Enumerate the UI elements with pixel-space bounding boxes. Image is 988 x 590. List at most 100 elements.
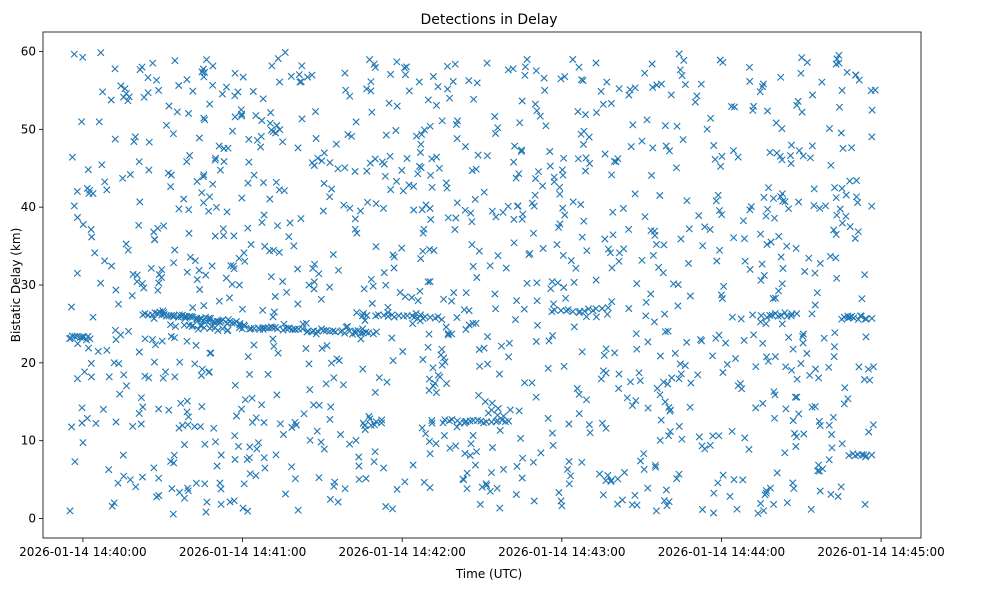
data-point <box>302 344 310 353</box>
data-point <box>558 166 566 174</box>
data-point <box>773 469 781 477</box>
data-point <box>132 483 140 491</box>
data-point <box>693 92 701 100</box>
data-point <box>816 487 824 495</box>
data-point <box>419 355 427 364</box>
data-point <box>628 401 637 410</box>
data-point <box>541 86 549 94</box>
data-point <box>665 147 674 155</box>
data-point <box>666 428 674 436</box>
data-point <box>219 225 227 233</box>
data-point <box>84 344 93 352</box>
data-point <box>252 112 260 120</box>
data-point <box>476 500 484 508</box>
data-point <box>418 424 426 432</box>
data-point <box>586 159 594 168</box>
data-point <box>432 389 440 397</box>
data-point <box>392 177 401 185</box>
data-point <box>103 186 111 194</box>
scatter-points <box>66 48 879 518</box>
data-point <box>687 379 695 387</box>
data-point <box>158 311 166 319</box>
data-point <box>487 469 496 477</box>
data-point <box>480 344 488 352</box>
data-point <box>626 378 635 386</box>
data-point <box>211 438 220 446</box>
data-point <box>442 179 450 187</box>
data-point <box>137 394 145 402</box>
data-point <box>548 332 557 340</box>
data-point <box>248 394 256 402</box>
data-point <box>601 150 609 158</box>
data-point <box>467 440 475 448</box>
data-point <box>281 48 289 56</box>
data-point <box>393 58 401 66</box>
data-point <box>200 302 208 310</box>
data-point <box>388 334 396 342</box>
data-point <box>380 464 388 472</box>
data-point <box>230 497 238 505</box>
data-point <box>816 422 824 430</box>
data-point <box>217 500 225 508</box>
data-point <box>764 184 773 192</box>
data-point <box>675 470 683 478</box>
data-point <box>600 351 608 359</box>
data-point <box>425 437 434 446</box>
data-point <box>638 256 646 264</box>
data-point <box>846 223 854 231</box>
data-point <box>344 131 352 139</box>
data-point <box>848 144 856 152</box>
data-point <box>362 474 370 483</box>
data-point <box>268 62 276 70</box>
data-point <box>569 198 577 206</box>
data-point <box>444 329 452 338</box>
data-point <box>327 403 335 411</box>
data-point <box>71 458 79 466</box>
data-point <box>760 271 768 280</box>
data-point <box>370 458 378 466</box>
data-point <box>770 214 779 222</box>
data-point <box>231 113 239 121</box>
data-point <box>673 122 681 130</box>
data-point <box>340 201 348 209</box>
data-point <box>372 243 380 251</box>
data-point <box>795 410 803 418</box>
data-point <box>107 262 116 270</box>
data-point <box>822 202 830 210</box>
data-point <box>438 316 446 324</box>
data-point <box>175 81 183 90</box>
data-point <box>701 445 709 453</box>
data-point <box>648 171 656 179</box>
data-point <box>608 171 616 179</box>
data-point <box>228 319 236 327</box>
data-point <box>662 142 670 150</box>
data-point <box>769 294 777 303</box>
data-point <box>245 158 253 166</box>
data-point <box>367 78 375 86</box>
data-point <box>243 455 251 464</box>
data-point <box>356 207 365 215</box>
data-point <box>184 413 193 421</box>
data-point <box>313 427 321 435</box>
data-point <box>430 246 438 255</box>
data-point <box>518 474 526 482</box>
data-point <box>440 295 448 303</box>
data-point <box>732 354 740 363</box>
data-point <box>598 304 606 313</box>
data-point <box>131 133 139 141</box>
data-point <box>286 219 294 227</box>
data-point <box>432 101 441 109</box>
data-point <box>580 127 588 135</box>
data-point <box>389 357 397 365</box>
data-point <box>352 436 360 444</box>
data-point <box>865 428 873 436</box>
data-point <box>403 154 411 163</box>
data-point <box>776 152 784 160</box>
data-point <box>677 370 685 378</box>
data-point <box>799 339 807 347</box>
data-point <box>418 206 426 214</box>
data-point <box>648 60 656 68</box>
data-point <box>331 478 339 486</box>
data-point <box>778 280 786 288</box>
data-point <box>334 165 342 173</box>
